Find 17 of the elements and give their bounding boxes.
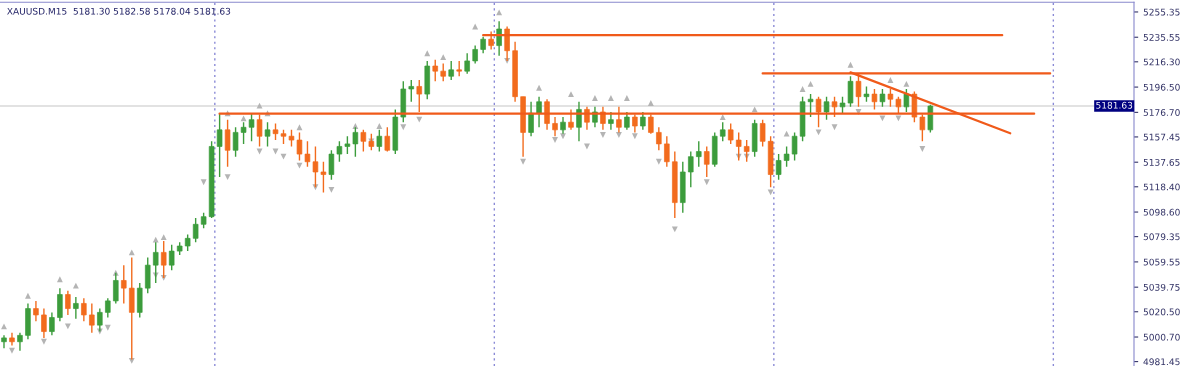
ref-line-label: 5181.63 xyxy=(1096,101,1133,109)
y-tick-label: 5020.50 xyxy=(1143,308,1180,316)
y-tick-label: 5176.70 xyxy=(1143,109,1180,116)
y-tick-label: 5235.55 xyxy=(1143,33,1180,41)
y-tick-label: 5157.45 xyxy=(1143,133,1180,141)
y-tick-label: 5059.55 xyxy=(1143,258,1180,266)
y-tick-label: 5039.75 xyxy=(1143,283,1180,291)
y-tick-label: 5118.40 xyxy=(1143,183,1180,191)
y-tick-label: 5216.30 xyxy=(1143,58,1180,66)
y-tick-label: 5079.35 xyxy=(1143,233,1180,241)
y-tick-label: 5137.65 xyxy=(1143,158,1180,166)
chart-title: XAUUSD.M15 5181.30 5182.58 5178.04 5181.63 xyxy=(7,7,231,15)
y-tick-label: 5000.70 xyxy=(1143,333,1180,341)
y-tick-label: 5098.60 xyxy=(1143,208,1180,216)
y-tick-label: 5255.35 xyxy=(1143,8,1180,16)
y-tick-label: 4981.45 xyxy=(1143,358,1180,366)
y-tick-label: 5196.50 xyxy=(1143,83,1180,91)
